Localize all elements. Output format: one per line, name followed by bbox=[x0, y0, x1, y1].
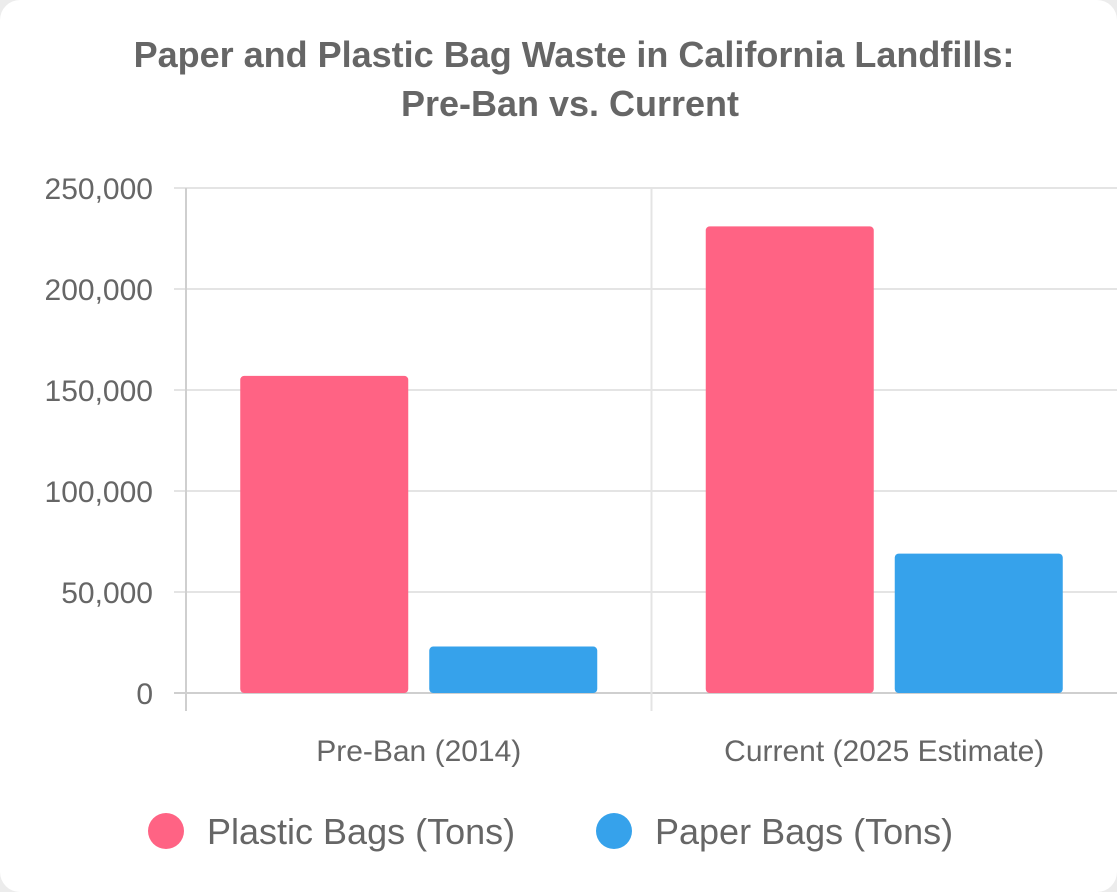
legend-label: Paper Bags (Tons) bbox=[655, 811, 953, 852]
chart-title: Paper and Plastic Bag Waste in Californi… bbox=[134, 34, 1015, 124]
chart-title-line-1: Paper and Plastic Bag Waste in Californi… bbox=[134, 34, 1015, 75]
legend-item[interactable]: Paper Bags (Tons) bbox=[596, 811, 953, 852]
y-tick-label: 250,000 bbox=[45, 173, 153, 206]
legend-item[interactable]: Plastic Bags (Tons) bbox=[148, 811, 515, 852]
y-axis-ticks: 0 50,000 100,000 150,000 200,000 250,000 bbox=[45, 173, 153, 711]
y-tick-label: 0 bbox=[136, 678, 153, 711]
bar-paper-1[interactable] bbox=[894, 553, 1063, 693]
y-tick-label: 150,000 bbox=[45, 375, 153, 408]
legend: Plastic Bags (Tons) Paper Bags (Tons) bbox=[148, 811, 953, 852]
legend-label: Plastic Bags (Tons) bbox=[207, 811, 515, 852]
legend-swatch bbox=[148, 813, 184, 849]
y-tick-label: 100,000 bbox=[45, 476, 153, 509]
x-category-label: Current (2025 Estimate) bbox=[724, 735, 1044, 768]
bars bbox=[240, 226, 1063, 693]
y-tick-label: 200,000 bbox=[45, 274, 153, 307]
chart-title-line-2: Pre-Ban vs. Current bbox=[401, 83, 739, 124]
y-tick-label: 50,000 bbox=[61, 577, 153, 610]
legend-swatch bbox=[596, 813, 632, 849]
bar-paper-0[interactable] bbox=[429, 646, 598, 693]
x-category-label: Pre-Ban (2014) bbox=[316, 735, 521, 768]
x-axis-categories: Pre-Ban (2014) Current (2025 Estimate) bbox=[316, 735, 1044, 768]
bar-plastic-0[interactable] bbox=[240, 375, 409, 693]
bar-plastic-1[interactable] bbox=[705, 226, 874, 693]
